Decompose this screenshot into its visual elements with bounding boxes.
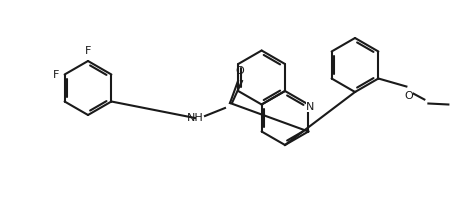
Text: O: O <box>236 66 244 76</box>
Text: N: N <box>306 101 314 111</box>
Text: O: O <box>404 91 413 100</box>
Text: F: F <box>53 69 59 80</box>
Text: F: F <box>85 46 91 56</box>
Text: NH: NH <box>187 113 203 123</box>
